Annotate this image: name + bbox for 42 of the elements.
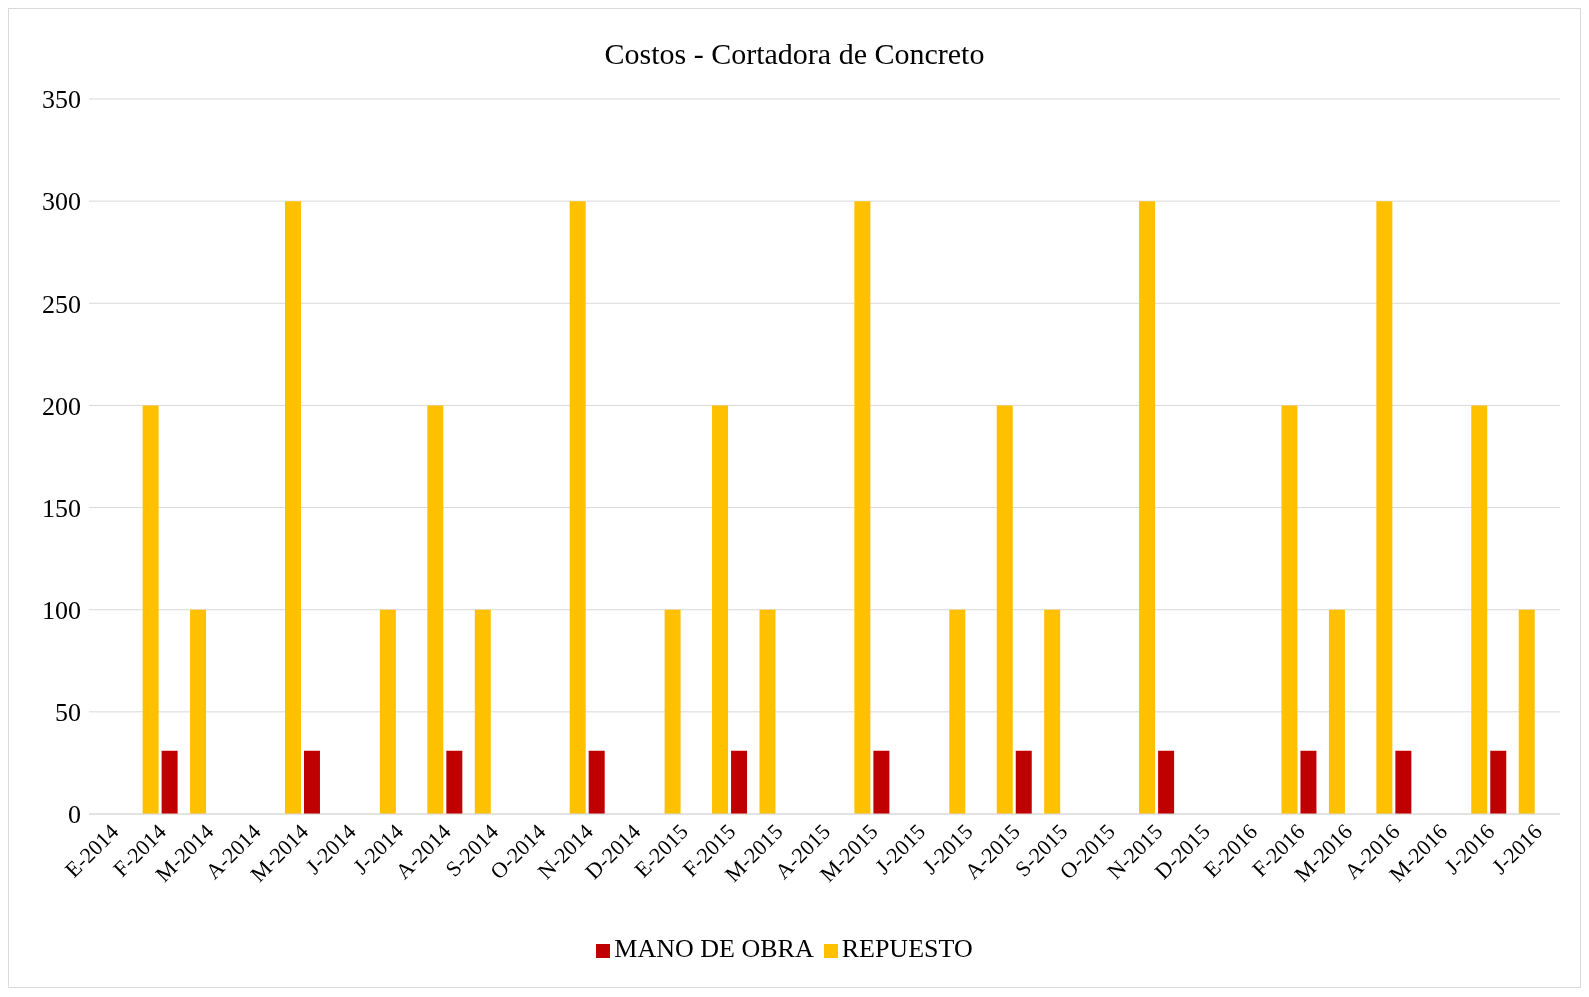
- bar: [1328, 609, 1345, 814]
- bar: [712, 405, 729, 814]
- bar: [1015, 750, 1032, 814]
- bar: [1395, 750, 1412, 814]
- bar: [759, 609, 776, 814]
- chart-title: Costos - Cortadora de Concreto: [603, 37, 986, 71]
- bar: [854, 201, 871, 814]
- bar: [284, 201, 301, 814]
- y-tick-label: 350: [42, 85, 81, 115]
- bar: [190, 609, 207, 814]
- bar: [1490, 750, 1507, 814]
- bar: [1518, 609, 1535, 814]
- bar: [873, 750, 890, 814]
- bar: [446, 750, 463, 814]
- y-tick-label: 200: [42, 391, 81, 421]
- y-tick-label: 300: [42, 187, 81, 217]
- bar: [161, 750, 178, 814]
- bar: [1300, 750, 1317, 814]
- y-tick-label: 100: [42, 595, 81, 625]
- bar: [664, 609, 681, 814]
- bar: [588, 750, 605, 814]
- bar: [474, 609, 491, 814]
- y-tick-label: 0: [68, 800, 81, 830]
- bar: [1471, 405, 1488, 814]
- bar: [949, 609, 966, 814]
- bar: [731, 750, 748, 814]
- y-tick-label: 50: [55, 698, 81, 728]
- bar: [303, 750, 320, 814]
- bar: [1158, 750, 1175, 814]
- bar: [427, 405, 444, 814]
- legend-label: REPUESTO: [841, 934, 973, 963]
- bar: [379, 609, 396, 814]
- bar: [142, 405, 159, 814]
- y-tick-label: 250: [42, 289, 81, 319]
- bar: [1139, 201, 1156, 814]
- bar: [1281, 405, 1298, 814]
- legend-label: MANO DE OBRA: [614, 934, 814, 963]
- bar: [1376, 201, 1393, 814]
- y-tick-label: 150: [42, 493, 81, 523]
- bar: [1044, 609, 1061, 814]
- bar: [996, 405, 1013, 814]
- bar: [569, 201, 586, 814]
